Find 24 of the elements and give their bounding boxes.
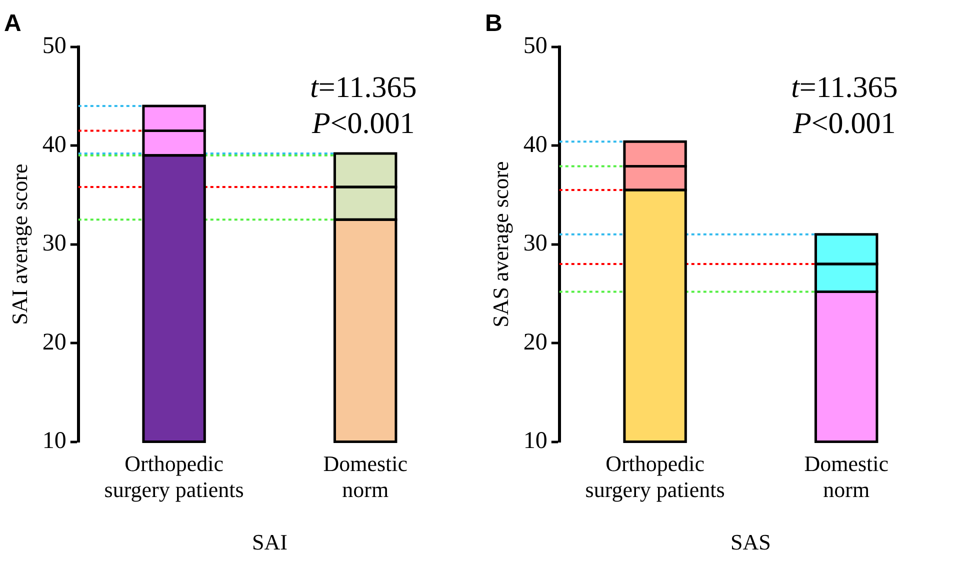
x-tick-label: Orthopedic surgery patients — [585, 450, 725, 502]
chart-title: B — [485, 10, 502, 38]
x-axis-title: SAI — [252, 530, 288, 555]
y-axis-title: SAS average score — [488, 161, 513, 328]
y-tick-label: 50 — [523, 33, 548, 60]
y-tick-label: 20 — [42, 329, 66, 356]
x-tick-label: Domestic norm — [804, 450, 889, 502]
x-tick-label: Orthopedic surgery patients — [104, 450, 244, 502]
y-tick-label: 40 — [42, 132, 66, 158]
annotation: t=11.365 — [310, 70, 417, 104]
y-tick-label: 30 — [523, 230, 548, 257]
y-tick-label: 10 — [42, 428, 66, 454]
y-tick-label: 40 — [523, 132, 548, 158]
annotation: t=11.365 — [791, 70, 898, 104]
annotation: P<0.001 — [311, 106, 415, 140]
y-tick-label: 10 — [523, 428, 548, 454]
x-axis-title: SAS — [730, 530, 771, 555]
annotation: P<0.001 — [792, 106, 896, 140]
x-tick-label: Domestic norm — [323, 450, 408, 502]
y-tick-label: 30 — [42, 230, 66, 257]
y-axis-title: SAI average score — [6, 164, 32, 325]
y-tick-label: 20 — [523, 329, 548, 356]
chart-title: A — [4, 10, 22, 38]
y-tick-label: 50 — [42, 33, 66, 60]
